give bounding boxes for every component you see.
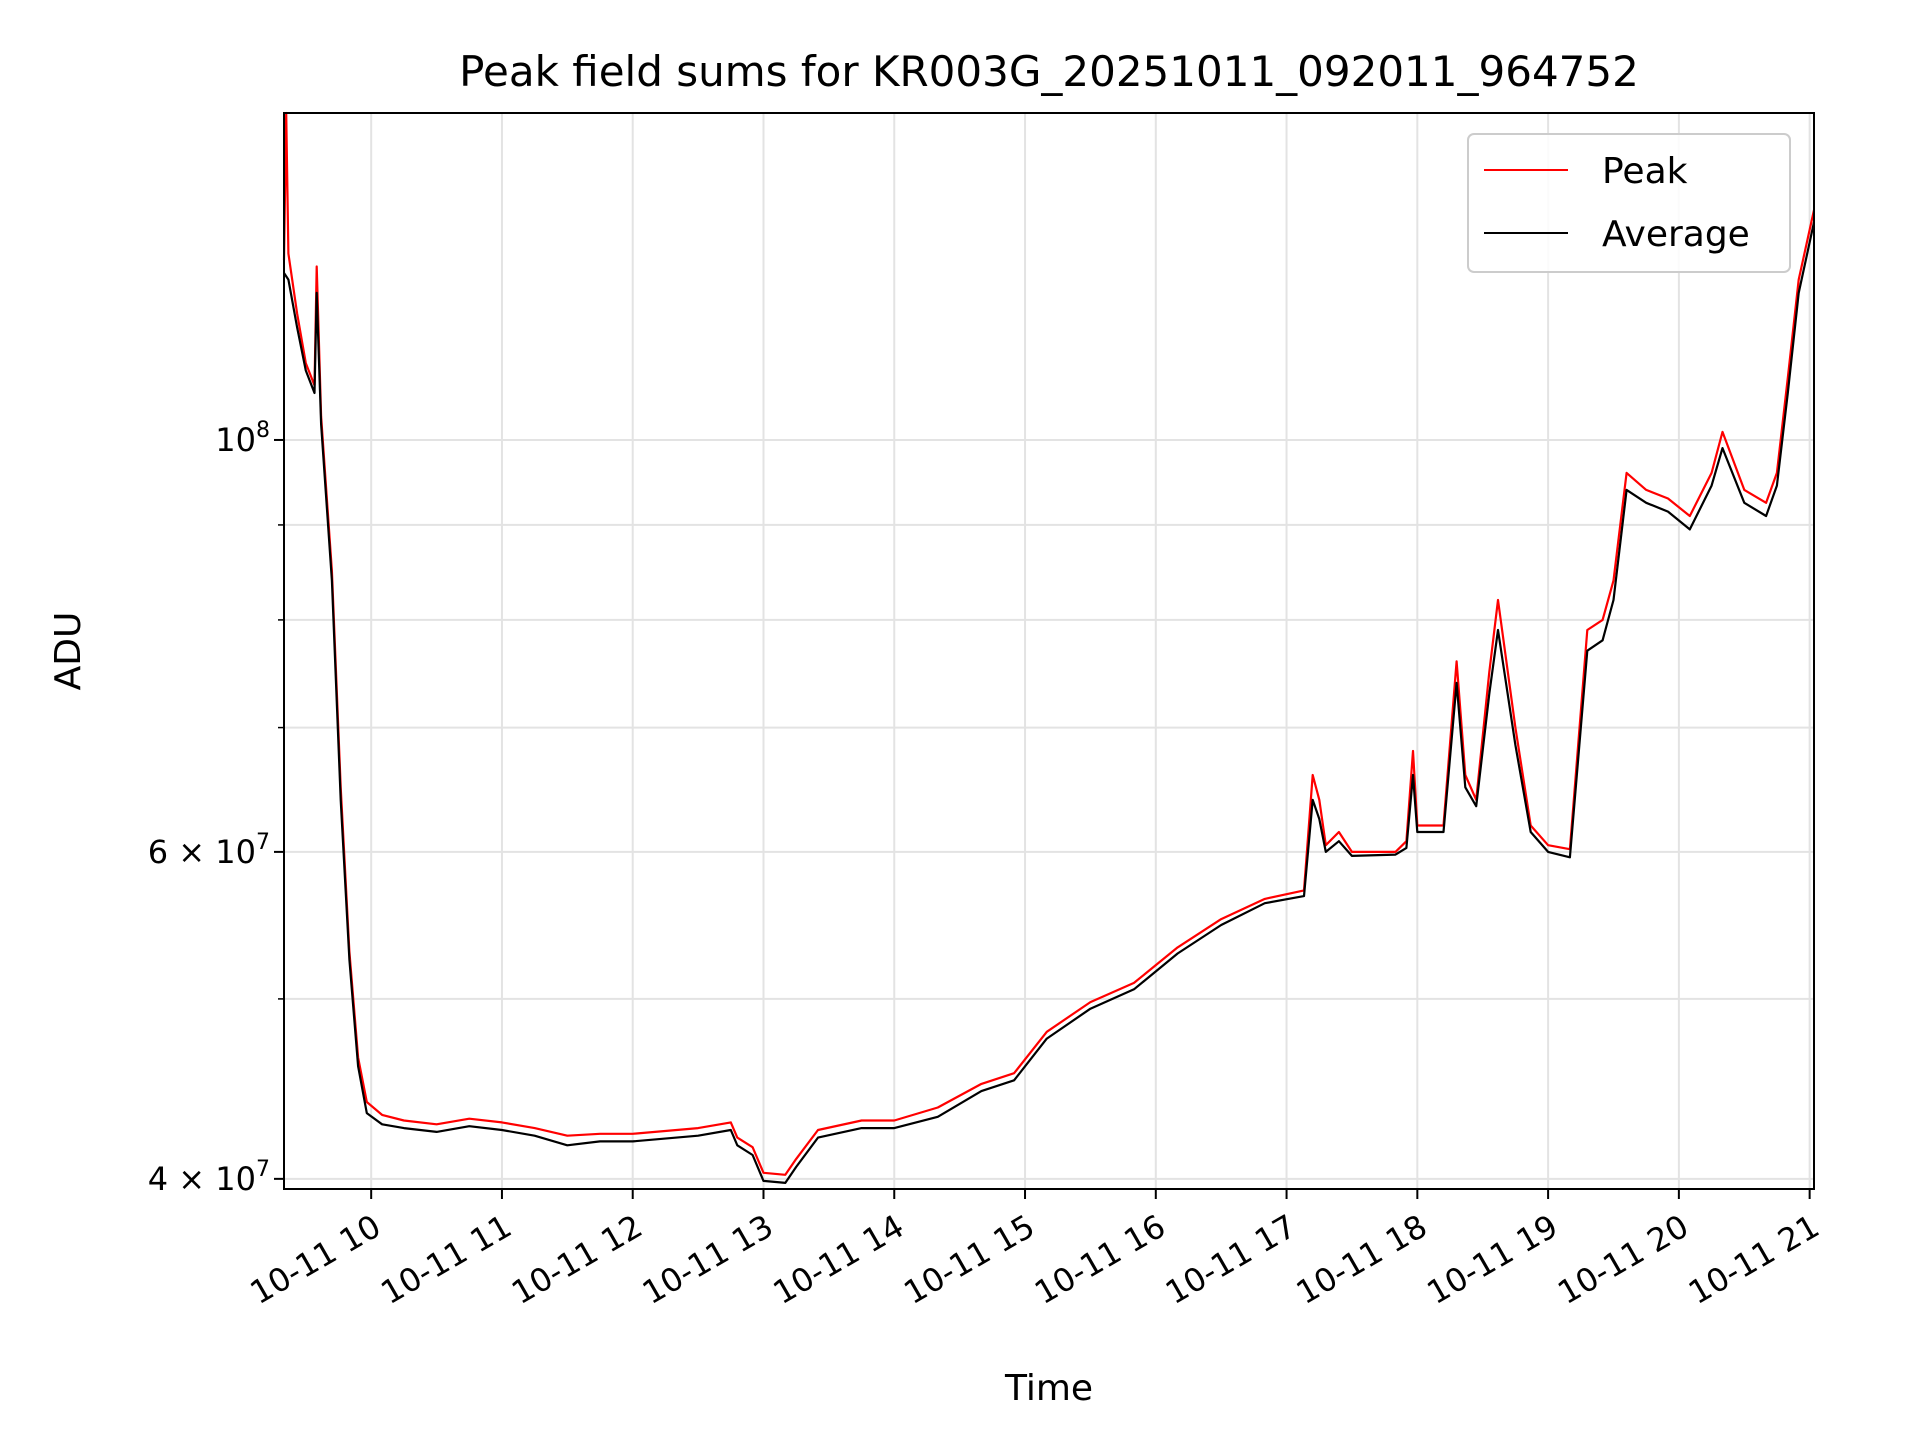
series-line-peak bbox=[282, 111, 1816, 1176]
legend: Peak Average bbox=[1467, 133, 1791, 273]
legend-label-average: Average bbox=[1602, 214, 1750, 255]
plot-series bbox=[282, 111, 1816, 1185]
grid bbox=[284, 113, 1814, 1189]
y-axis-label: ADU bbox=[48, 612, 89, 691]
series-line-average bbox=[283, 221, 1816, 1185]
legend-box bbox=[1467, 133, 1791, 273]
x-axis-label: Time bbox=[1004, 1368, 1093, 1409]
chart-title: Peak field sums for KR003G_20251011_0920… bbox=[459, 47, 1639, 96]
y-tick-label: 4 × 107 bbox=[148, 1157, 270, 1198]
legend-label-peak: Peak bbox=[1602, 151, 1688, 192]
plot-frame bbox=[283, 112, 1815, 1190]
y-tick-label: 108 bbox=[215, 418, 270, 459]
y-tick-label: 6 × 107 bbox=[148, 830, 270, 871]
